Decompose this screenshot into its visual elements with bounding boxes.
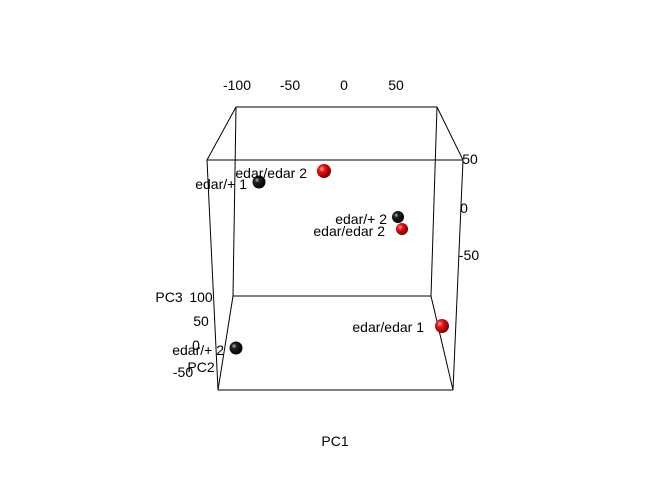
top-axis: -100 -50 0 50 bbox=[223, 77, 404, 93]
left-tick-label: 50 bbox=[193, 313, 209, 329]
left-tick-label: 0 bbox=[192, 337, 200, 353]
box-edge-back-right bbox=[430, 106, 438, 297]
box-edge-bottom-right bbox=[430, 295, 454, 391]
left-tick-label: -50 bbox=[173, 364, 193, 380]
point-label: edar/+ 2 bbox=[335, 211, 387, 227]
left-tick-label: 100 bbox=[189, 289, 213, 305]
box-edge-front-left bbox=[206, 159, 219, 391]
box-edge-top-left bbox=[206, 106, 237, 161]
top-tick-label: -50 bbox=[280, 77, 300, 93]
box-edge-top-right bbox=[436, 106, 464, 161]
bounding-box bbox=[206, 106, 464, 391]
data-point bbox=[252, 175, 266, 189]
z-axis-label: PC3 bbox=[155, 289, 182, 305]
right-tick-label: -50 bbox=[459, 247, 479, 263]
box-edge-bottom-left bbox=[217, 295, 234, 391]
point-label: edar/edar 1 bbox=[352, 319, 424, 335]
data-point bbox=[396, 223, 408, 235]
point-label: edar/edar 2 bbox=[313, 223, 385, 239]
data-point bbox=[392, 211, 404, 223]
point-label: edar/+ 2 bbox=[172, 342, 224, 358]
data-point bbox=[435, 319, 449, 333]
top-tick-label: 50 bbox=[388, 77, 404, 93]
right-tick-label: 0 bbox=[460, 200, 468, 216]
left-axis: 100 50 0 -50 bbox=[173, 289, 213, 380]
right-axis: 50 0 -50 bbox=[459, 151, 479, 263]
data-points bbox=[229, 164, 449, 355]
x-axis-label: PC1 bbox=[321, 433, 348, 449]
top-tick-label: -100 bbox=[223, 77, 251, 93]
box-edge-back-left bbox=[232, 106, 237, 297]
data-point bbox=[317, 164, 331, 178]
data-point bbox=[229, 341, 243, 355]
box-edge-front-right bbox=[452, 159, 464, 391]
y-axis-label: PC2 bbox=[187, 359, 214, 375]
point-label: edar/+ 1 bbox=[195, 176, 247, 192]
point-label: edar/edar 2 bbox=[235, 165, 307, 181]
top-tick-label: 0 bbox=[340, 77, 348, 93]
right-tick-label: 50 bbox=[462, 151, 478, 167]
point-labels: edar/edar 2 edar/+ 1 edar/+ 2 edar/edar … bbox=[172, 165, 424, 358]
